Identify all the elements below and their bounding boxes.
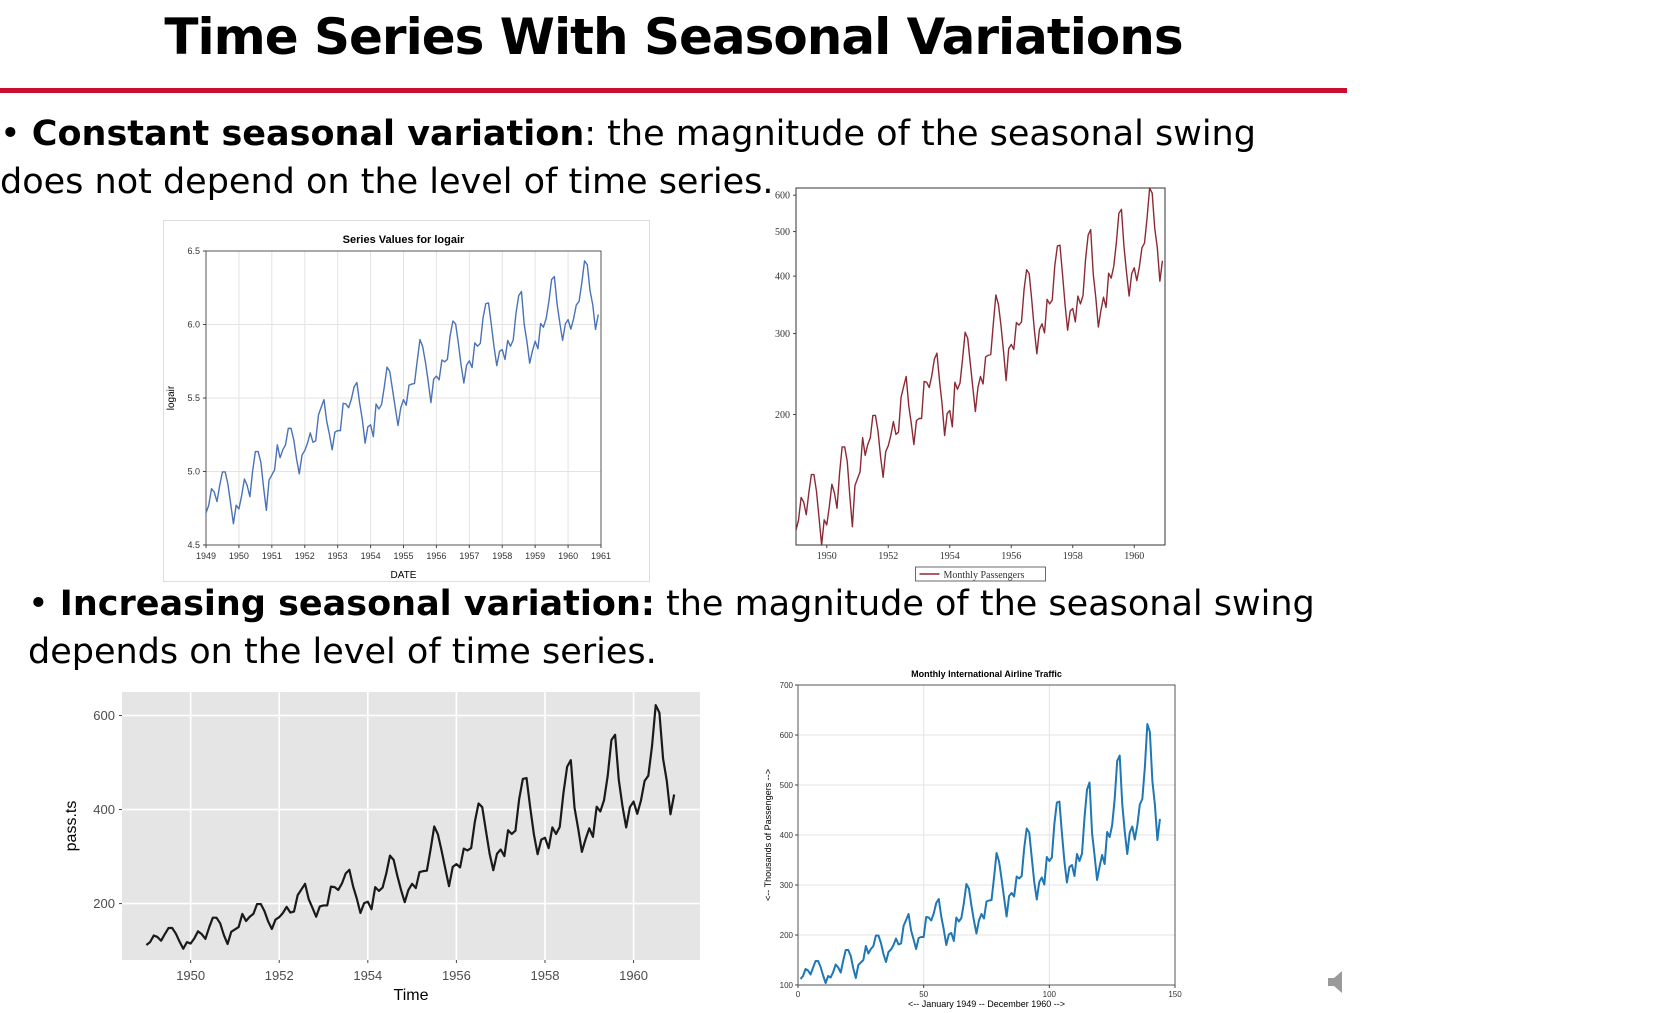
x-axis-label: Time: [394, 987, 429, 1004]
x-tick-label: 1961: [591, 551, 611, 561]
chart-monthly-passengers: 1950 1952 1954 1956 1958 1960 200 300 400 500 600 M…: [760, 183, 1180, 582]
x-tick-label: 1955: [393, 551, 413, 561]
y-axis-label: pass.ts: [63, 801, 80, 852]
y-tick-label: 5.5: [187, 393, 200, 403]
y-tick-label: 100: [780, 981, 794, 990]
bullet-constant-variation: • Constant seasonal variation: the magni…: [0, 110, 1340, 206]
x-axis-label: <-- January 1949 -- December 1960 -->: [908, 999, 1065, 1009]
bullet-increasing-variation: • Increasing seasonal variation: the mag…: [28, 580, 1348, 676]
x-tick-label: 1958: [1063, 551, 1083, 562]
x-tick-label: 1949: [196, 551, 216, 561]
x-axis-label: DATE: [391, 570, 417, 581]
bullet-term: Constant seasonal variation: [31, 114, 585, 154]
x-tick-label: 1956: [426, 551, 446, 561]
x-tick-label: 1959: [525, 551, 545, 561]
y-tick-label: 5.0: [187, 467, 200, 477]
chart-airline-traffic: 0 50 100 150 100 200 300 400 500 600 700 Monthly In…: [760, 669, 1200, 1010]
y-tick-label: 4.5: [187, 540, 200, 550]
x-tick-label: 1954: [940, 551, 960, 562]
x-tick-label: 1951: [262, 551, 282, 561]
chart-monthly-passengers-svg: 1950 1952 1954 1956 1958 1960 200 300 400 500 600 M…: [775, 187, 1166, 582]
y-tick-label: 200: [93, 896, 115, 911]
bullet-marker: •: [0, 114, 21, 154]
y-tick-label: 600: [93, 708, 115, 723]
x-tick-label: 1954: [353, 968, 382, 983]
bullet-marker: •: [28, 584, 49, 624]
y-tick-label: 600: [775, 191, 790, 202]
bullet-term: Increasing seasonal variation:: [59, 584, 655, 624]
slide-title: Time Series With Seasonal Variations: [164, 8, 1183, 66]
y-tick-label: 500: [775, 227, 790, 238]
legend: Monthly Passengers: [915, 566, 1046, 582]
y-tick-label: 700: [780, 681, 794, 690]
y-tick-label: 400: [780, 831, 794, 840]
x-tick-label: 1960: [619, 968, 648, 983]
x-tick-label: 0: [796, 990, 801, 999]
x-tick-label: 1956: [442, 968, 471, 983]
chart-logair: 1949 1950 1951 1952 1953 1954 1955 1956 1957 1958…: [163, 220, 650, 582]
series-line: [795, 187, 1164, 546]
x-tick-label: 1954: [361, 551, 381, 561]
bullet-text: the magnitude of the seasonal swing depe…: [28, 584, 1315, 672]
chart-pass-ts: 1950 1952 1954 1956 1958 1960 200 400 600 Time pas…: [60, 685, 710, 1005]
y-tick-label: 300: [775, 329, 790, 340]
y-axis-label: logair: [166, 385, 177, 410]
y-tick-label: 500: [780, 781, 794, 790]
x-tick-label: 1950: [176, 968, 205, 983]
series-line: [799, 723, 1161, 984]
chart-title: Series Values for logair: [343, 234, 465, 246]
x-tick-label: 1953: [328, 551, 348, 561]
x-tick-label: 1957: [459, 551, 479, 561]
x-tick-label: 1950: [229, 551, 249, 561]
series-line: [205, 260, 599, 525]
y-tick-label: 200: [775, 410, 790, 421]
x-tick-label: 1958: [492, 551, 512, 561]
y-tick-label: 200: [780, 931, 794, 940]
chart-airline-traffic-svg: 0 50 100 150 100 200 300 400 500 600 700 Monthly In…: [763, 669, 1182, 1009]
x-tick-label: 150: [1168, 990, 1182, 999]
speaker-icon[interactable]: [1326, 968, 1348, 996]
y-tick-label: 6.5: [187, 246, 200, 256]
y-tick-label: 600: [780, 731, 794, 740]
x-tick-label: 1958: [531, 968, 560, 983]
legend-label: Monthly Passengers: [944, 570, 1025, 581]
y-axis-label: <-- Thousands of Passengers -->: [763, 769, 773, 901]
y-tick-label: 6.0: [187, 320, 200, 330]
y-tick-label: 300: [780, 881, 794, 890]
x-tick-label: 1952: [878, 551, 898, 562]
bullet-text: the magnitude of the seasonal swing does…: [0, 114, 1256, 202]
plot-frame: [795, 187, 1166, 546]
x-tick-label: 1956: [1001, 551, 1021, 562]
x-tick-label: 1952: [295, 551, 315, 561]
x-tick-label: 50: [919, 990, 928, 999]
series-line: [145, 704, 676, 950]
y-tick-label: 400: [775, 272, 790, 283]
legend-box: [915, 566, 1046, 582]
y-tick-label: 400: [93, 802, 115, 817]
chart-logair-svg: 1949 1950 1951 1952 1953 1954 1955 1956 1957 1958…: [166, 234, 611, 581]
chart-pass-ts-svg: 1950 1952 1954 1956 1958 1960 200 400 600 Time pas…: [63, 692, 700, 1004]
title-divider: [0, 88, 1347, 93]
x-tick-label: 1960: [558, 551, 578, 561]
chart-title: Monthly International Airline Traffic: [911, 669, 1062, 679]
plot-background: [122, 692, 700, 960]
x-tick-label: 1952: [265, 968, 294, 983]
x-tick-label: 100: [1043, 990, 1057, 999]
x-tick-label: 1950: [817, 551, 837, 562]
bullet-separator: :: [584, 114, 597, 154]
x-tick-label: 1960: [1124, 551, 1144, 562]
